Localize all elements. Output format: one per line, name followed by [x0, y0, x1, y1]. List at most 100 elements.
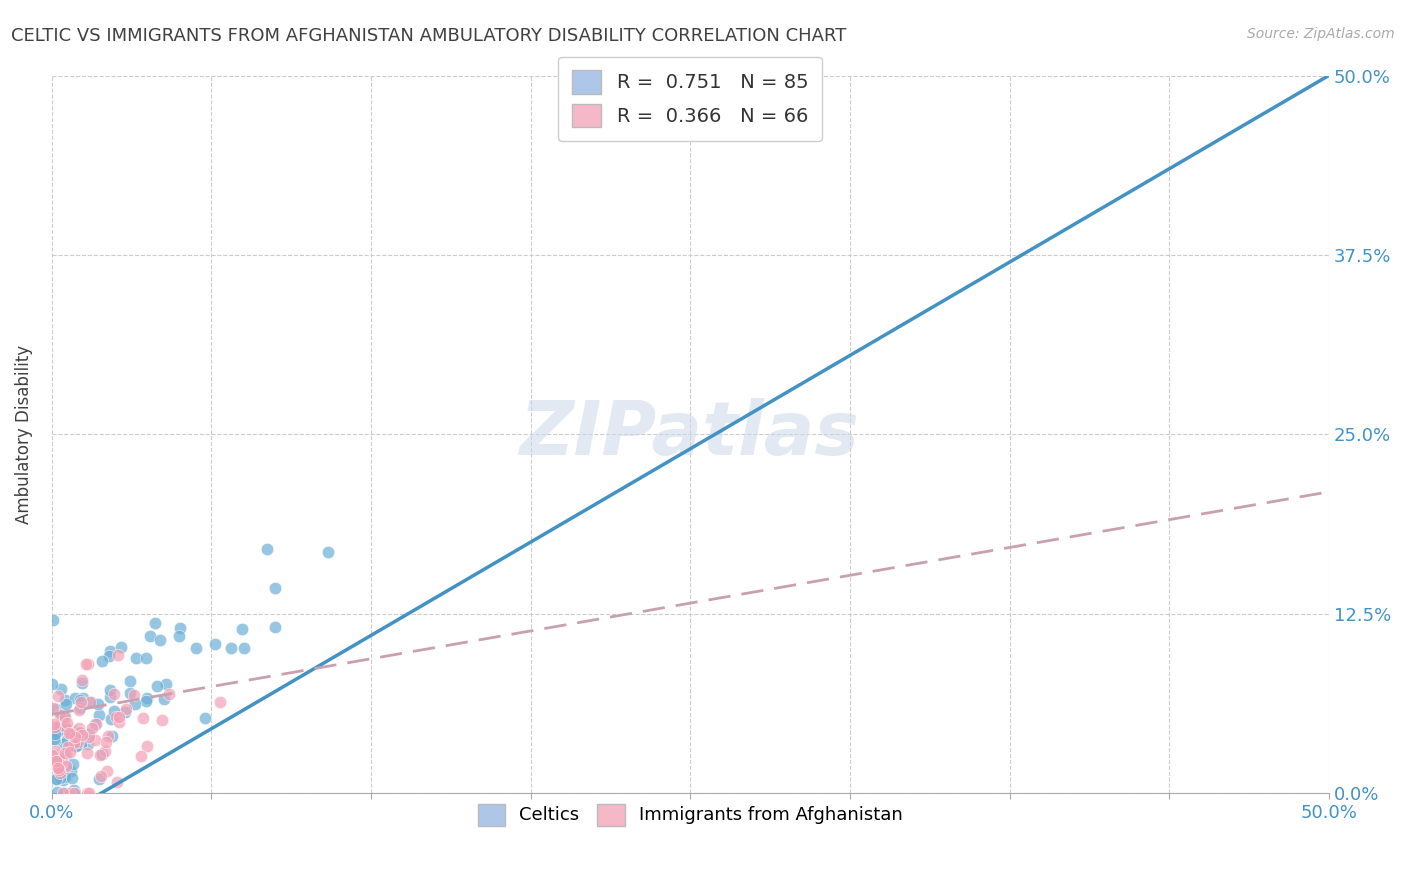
- Point: [55, 710, 77, 724]
- Point: [63, 691, 86, 706]
- Point: [76, 737, 98, 751]
- Point: [76, 747, 98, 761]
- Point: [52, 786, 75, 800]
- Point: [51, 706, 73, 721]
- Point: [204, 637, 226, 651]
- Point: [120, 686, 142, 700]
- Point: [42, 717, 65, 731]
- Point: [70, 695, 93, 709]
- Point: [143, 616, 166, 631]
- Point: [66, 724, 89, 739]
- Y-axis label: Ambulatory Disability: Ambulatory Disability: [15, 345, 32, 524]
- Point: [65, 739, 87, 753]
- Point: [72, 690, 94, 705]
- Point: [77, 731, 100, 745]
- Point: [103, 687, 125, 701]
- Point: [107, 648, 129, 662]
- Point: [87, 698, 110, 712]
- Point: [59, 745, 82, 759]
- Point: [122, 688, 145, 702]
- Point: [46, 759, 69, 773]
- Point: [41, 677, 63, 691]
- Point: [264, 619, 287, 633]
- Point: [41, 748, 63, 763]
- Point: [59, 786, 82, 800]
- Point: [110, 640, 132, 654]
- Point: [63, 730, 86, 744]
- Point: [70, 676, 93, 690]
- Point: [52, 737, 75, 751]
- Point: [55, 722, 77, 736]
- Point: [69, 724, 91, 739]
- Point: [45, 772, 67, 787]
- Point: [120, 673, 142, 688]
- Point: [62, 734, 84, 748]
- Point: [184, 640, 207, 655]
- Point: [89, 748, 111, 763]
- Point: [146, 679, 169, 693]
- Point: [46, 689, 69, 703]
- Point: [219, 640, 242, 655]
- Point: [135, 694, 157, 708]
- Point: [129, 749, 152, 764]
- Point: [51, 754, 73, 768]
- Point: [83, 733, 105, 747]
- Point: [125, 651, 148, 665]
- Point: [89, 707, 111, 722]
- Point: [44, 755, 66, 769]
- Point: [194, 711, 217, 725]
- Point: [79, 786, 101, 800]
- Point: [70, 728, 93, 742]
- Point: [42, 731, 65, 746]
- Point: [41, 756, 63, 771]
- Point: [124, 697, 146, 711]
- Point: [52, 707, 75, 722]
- Point: [100, 644, 122, 658]
- Point: [79, 695, 101, 709]
- Point: [108, 715, 131, 730]
- Point: [53, 719, 76, 733]
- Point: [100, 712, 122, 726]
- Point: [52, 773, 75, 788]
- Point: [115, 702, 138, 716]
- Point: [155, 677, 177, 691]
- Point: [48, 771, 70, 785]
- Point: [66, 739, 89, 753]
- Point: [53, 693, 76, 707]
- Point: [48, 750, 70, 764]
- Point: [62, 757, 84, 772]
- Point: [75, 657, 97, 672]
- Point: [76, 786, 98, 800]
- Point: [256, 542, 278, 557]
- Point: [169, 621, 191, 635]
- Point: [79, 695, 101, 709]
- Point: [63, 736, 86, 750]
- Point: [51, 681, 73, 696]
- Point: [87, 772, 110, 787]
- Point: [70, 738, 93, 752]
- Point: [55, 747, 77, 762]
- Point: [55, 759, 77, 773]
- Point: [60, 771, 83, 785]
- Point: [69, 692, 91, 706]
- Point: [67, 735, 90, 749]
- Point: [69, 701, 91, 715]
- Point: [136, 691, 159, 706]
- Point: [59, 726, 82, 740]
- Point: [96, 764, 118, 779]
- Point: [62, 786, 84, 800]
- Point: [55, 697, 77, 711]
- Point: [208, 695, 231, 709]
- Point: [139, 629, 162, 643]
- Point: [67, 703, 90, 717]
- Point: [80, 721, 103, 735]
- Point: [45, 702, 67, 716]
- Point: [157, 687, 180, 701]
- Point: [149, 632, 172, 647]
- Point: [53, 770, 76, 784]
- Point: [98, 649, 121, 664]
- Point: [136, 739, 159, 753]
- Point: [44, 720, 66, 734]
- Point: [53, 746, 76, 760]
- Point: [70, 673, 93, 687]
